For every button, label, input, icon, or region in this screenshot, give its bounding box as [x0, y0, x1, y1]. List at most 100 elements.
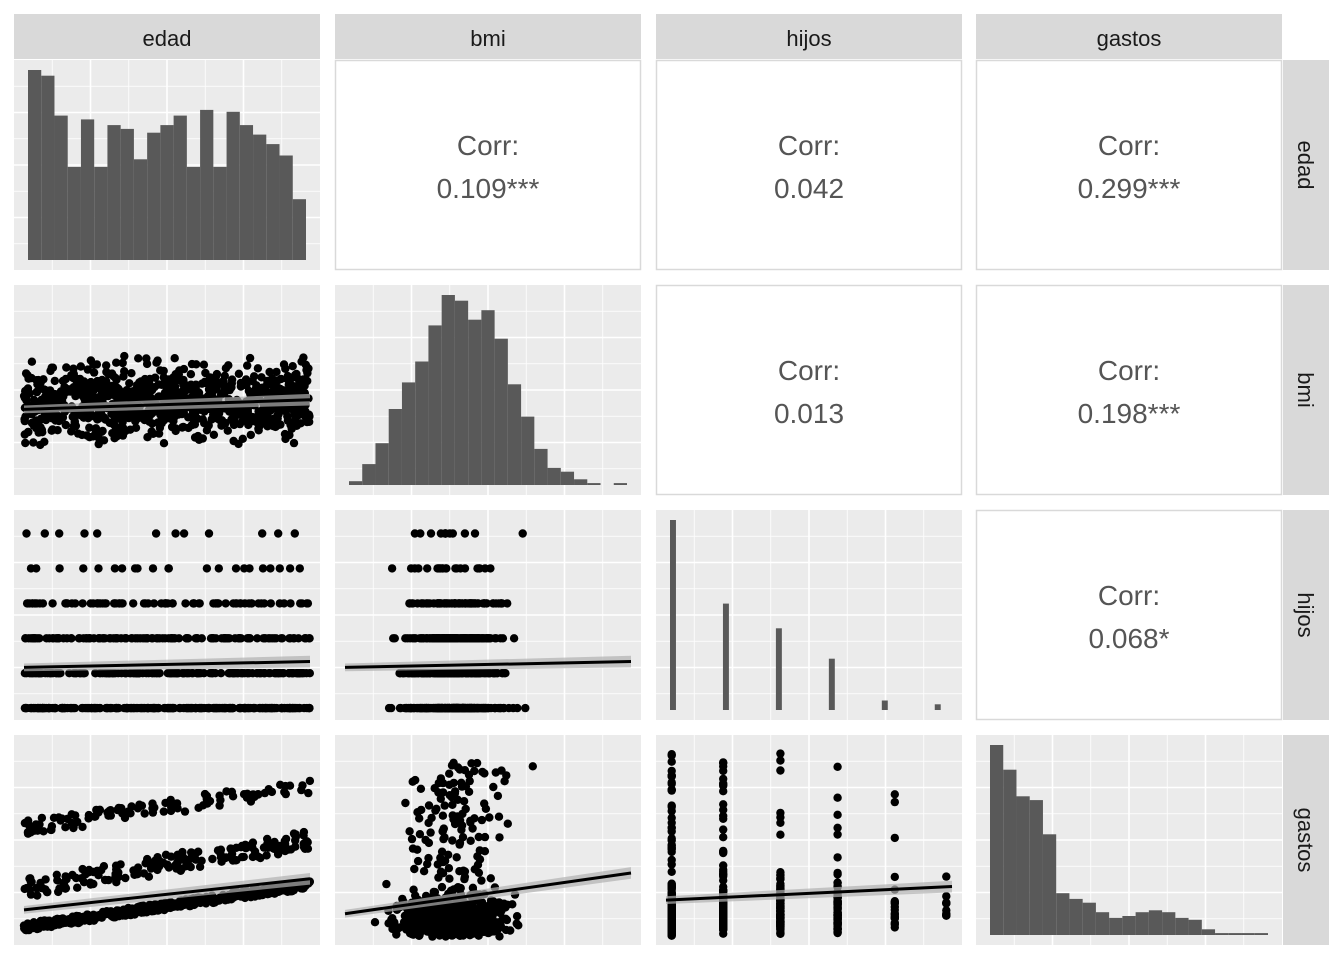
scatter-point — [83, 914, 93, 923]
scatter-point — [236, 669, 246, 678]
histogram-bar — [401, 382, 416, 485]
histogram-bar — [1029, 800, 1043, 935]
scatter-point — [76, 362, 86, 371]
scatter-point — [121, 873, 130, 883]
trend-line — [23, 398, 311, 411]
scatter-point — [422, 599, 431, 608]
scatter-point — [175, 703, 184, 713]
scatter-point — [479, 904, 488, 914]
scatter-point — [119, 393, 128, 402]
scatter-point — [45, 669, 55, 678]
panels: Corr:0.109***Corr:0.042Corr:0.299***Corr… — [14, 59, 1283, 945]
histogram-bar — [1228, 933, 1242, 935]
scatter-point — [41, 917, 50, 927]
scatter-point — [776, 904, 785, 913]
corr-panel-hijos-gastos: Corr:0.068* — [975, 509, 1283, 721]
scatter-point — [204, 529, 214, 538]
scatter-point — [180, 807, 190, 816]
scatter-point — [97, 866, 106, 875]
scatter-point — [83, 365, 93, 374]
histogram-bar — [441, 295, 455, 485]
scatter-point — [719, 847, 728, 856]
scatter-point — [166, 795, 175, 805]
scatter-point — [521, 703, 530, 713]
scatter-point — [776, 912, 785, 922]
scatter-point — [461, 703, 470, 713]
scatter-point — [291, 669, 301, 678]
scatter-point — [281, 789, 290, 799]
scatter-point — [117, 564, 127, 573]
scatter-point — [776, 808, 785, 818]
scatter-point — [503, 819, 512, 828]
scatter-point — [454, 599, 464, 608]
scatter-point — [438, 811, 448, 820]
scatter-point — [302, 365, 311, 375]
scatter-point — [208, 634, 218, 643]
histogram-bar — [775, 628, 782, 710]
scatter-point — [224, 361, 233, 370]
scatter-point — [55, 564, 64, 573]
histogram-bar — [1016, 796, 1030, 935]
scatter-point — [38, 703, 47, 713]
scatter-point — [202, 564, 212, 573]
scatter-point — [448, 800, 457, 809]
scatter-point — [67, 818, 77, 828]
scatter-point — [295, 703, 304, 713]
corr-panel-edad-hijos: Corr:0.042 — [655, 59, 963, 271]
scatter-point — [39, 385, 49, 394]
scatter-point — [719, 781, 728, 790]
scatter-point — [291, 842, 300, 851]
scatter-point — [61, 872, 70, 881]
scatter-point — [719, 805, 728, 815]
scatter-point — [667, 757, 676, 766]
scatter-point — [445, 599, 454, 608]
scatter-point — [104, 370, 113, 379]
col-strip-label-edad: edad — [143, 26, 192, 51]
scatter-point — [434, 703, 443, 713]
scatter-point — [260, 669, 270, 678]
scatter-point — [275, 564, 284, 573]
scatter-point — [225, 385, 234, 395]
scatter-point — [99, 436, 109, 445]
scatter-point — [495, 833, 504, 842]
scatter-point — [106, 811, 116, 820]
histogram-bar — [133, 159, 148, 260]
scatter-point — [243, 703, 252, 713]
histogram-bar — [881, 700, 888, 710]
scatter-point — [442, 564, 451, 573]
scatter-point — [202, 794, 211, 803]
histogram-bar — [670, 520, 676, 710]
histogram-bar — [186, 166, 201, 260]
scatter-point — [389, 634, 398, 643]
scatter-point — [472, 758, 482, 768]
scatter-point — [208, 854, 217, 864]
corr-panel-frame — [975, 284, 1283, 496]
scatter-point — [235, 891, 245, 900]
scatter-point — [833, 853, 842, 862]
scatter-point — [79, 564, 88, 573]
scatter-point — [195, 599, 204, 608]
scatter-point — [32, 883, 41, 893]
scatter-point — [396, 703, 405, 713]
scatter-point — [20, 393, 30, 402]
scatter-point — [279, 360, 289, 369]
scatter-point — [440, 801, 449, 810]
scatter-point — [60, 703, 69, 713]
scatter-point — [833, 810, 842, 819]
scatter-point — [272, 367, 281, 377]
scatter-point — [29, 438, 38, 447]
histogram-bar — [120, 128, 134, 260]
col-strip-label-bmi: bmi — [470, 26, 505, 51]
scatter-point — [489, 901, 498, 910]
scatter-point — [401, 798, 410, 808]
scatter-point — [24, 427, 33, 437]
scatter-point — [202, 897, 211, 906]
scatter-point — [445, 769, 454, 778]
histogram-bar — [388, 409, 402, 485]
histogram-bar — [1175, 917, 1189, 935]
histogram-bar — [1042, 834, 1057, 935]
scatter-point — [445, 874, 454, 883]
scatter-point — [266, 564, 275, 573]
scatter-point — [667, 929, 676, 938]
